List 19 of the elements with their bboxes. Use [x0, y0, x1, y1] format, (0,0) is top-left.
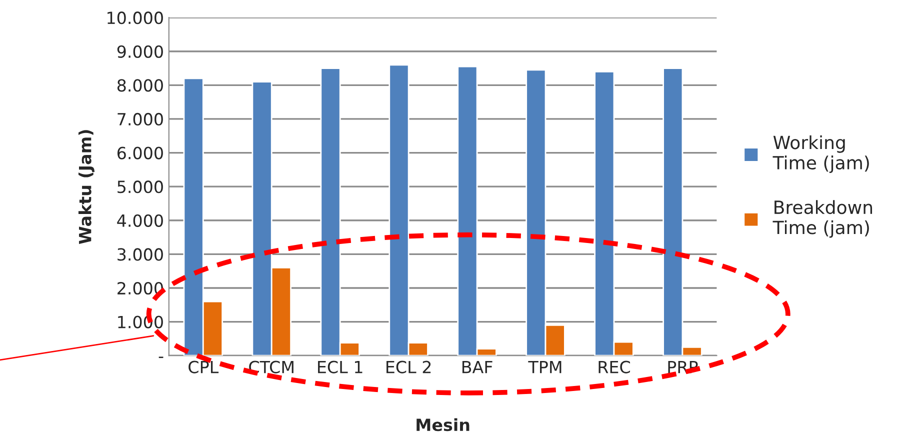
y-tick-label: 6.000: [117, 146, 163, 160]
x-tick-label: TPM: [528, 360, 562, 374]
x-axis-title: Mesin: [416, 418, 470, 432]
legend-label: Breakdown Time (jam): [772, 200, 872, 238]
y-tick-label: 3.000: [118, 248, 163, 261]
x-tick-label: ECL 2: [386, 360, 431, 374]
y-tick-label: 10.000: [108, 12, 163, 24]
x-tick-label: ECL 1: [318, 360, 362, 374]
y-tick-label: 9.000: [117, 45, 163, 58]
y-tick-label: 8.000: [117, 79, 163, 92]
y-tick-label: 5.000: [118, 180, 163, 194]
y-axis-title: Waktu (Jam): [78, 130, 94, 244]
y-tick-label: 4.000: [117, 214, 163, 227]
x-tick-label: REC: [598, 360, 630, 374]
legend-label: Working Time (jam): [772, 135, 869, 174]
x-tick-label: CPL: [188, 360, 219, 374]
y-tick-label: -: [158, 356, 164, 358]
x-tick-label: BAF: [462, 360, 492, 374]
y-tick-label: 7.000: [118, 112, 163, 126]
